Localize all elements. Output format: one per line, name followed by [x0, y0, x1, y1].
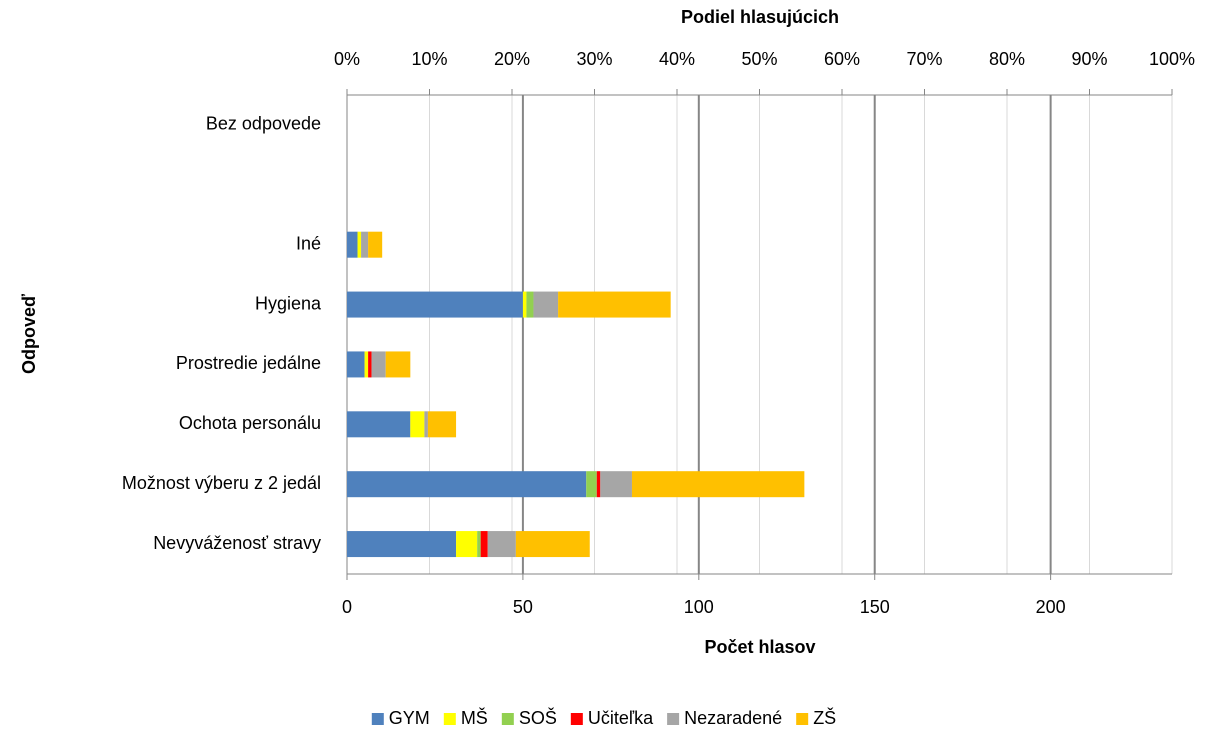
y-tick-label: Hygiena: [255, 293, 322, 313]
legend-label: GYM: [389, 708, 430, 728]
bar-segment: [480, 531, 488, 558]
x2-tick-label: 0%: [334, 49, 360, 69]
bar-segment: [477, 531, 481, 558]
bar-segment: [347, 231, 358, 258]
x-tick-label: 50: [513, 597, 533, 617]
x2-tick-label: 60%: [824, 49, 860, 69]
x2-tick-label: 80%: [989, 49, 1025, 69]
y-tick-label: Ochota personálu: [179, 413, 321, 433]
bar-segment: [533, 291, 559, 318]
bar-segment: [515, 531, 590, 558]
bar-segment: [526, 291, 534, 318]
bar-segment: [385, 351, 411, 378]
bar-segment: [410, 411, 425, 438]
y-tick-label: Možnost výberu z 2 jedál: [122, 473, 321, 493]
x-tick-label: 0: [342, 597, 352, 617]
bar-segment: [347, 291, 523, 318]
x-tick-label: 200: [1036, 597, 1066, 617]
y-tick-label: Bez odpovede: [206, 114, 321, 134]
x-tick-label: 150: [860, 597, 890, 617]
legend-swatch: [501, 713, 514, 725]
bar-segment: [368, 351, 372, 378]
bar-segment: [357, 231, 362, 258]
bar-segment: [347, 471, 587, 498]
legend-swatch: [371, 713, 384, 725]
bar-segment: [558, 291, 671, 318]
bar-segment: [487, 531, 516, 558]
y-tick-label: Prostredie jedálne: [176, 353, 321, 373]
bar-segment: [364, 351, 369, 378]
bar-segment: [424, 411, 428, 438]
legend-swatch: [443, 713, 456, 725]
bar-segment: [347, 531, 457, 558]
y-tick-label: Iné: [296, 233, 321, 253]
x2-tick-label: 40%: [659, 49, 695, 69]
legend-swatch: [667, 713, 680, 725]
legend-label: ZŠ: [813, 707, 836, 728]
bar-segment: [600, 471, 632, 498]
x2-tick-label: 50%: [741, 49, 777, 69]
legend-label: MŠ: [461, 707, 488, 728]
legend-swatch: [570, 713, 583, 725]
x2-tick-label: 10%: [411, 49, 447, 69]
x-axis-title: Počet hlasov: [704, 637, 815, 657]
y-tick-label: Nevyváženosť stravy: [153, 533, 321, 553]
bar-segment: [347, 351, 365, 378]
x2-tick-label: 90%: [1071, 49, 1107, 69]
bar-segment: [456, 531, 478, 558]
legend-swatch: [796, 713, 809, 725]
x-tick-label: 100: [684, 597, 714, 617]
bar-segment: [631, 471, 805, 498]
x2-axis-title: Podiel hlasujúcich: [681, 7, 839, 27]
legend-label: Učiteľka: [588, 708, 654, 728]
bar-segment: [586, 471, 597, 498]
x2-tick-label: 20%: [494, 49, 530, 69]
bar-segment: [522, 291, 527, 318]
bar-segment: [596, 471, 601, 498]
x2-tick-label: 100%: [1149, 49, 1195, 69]
bar-segment: [361, 231, 369, 258]
bar-segment: [371, 351, 386, 378]
bar-segment: [347, 411, 411, 438]
legend-label: Nezaradené: [684, 708, 782, 728]
x2-tick-label: 70%: [906, 49, 942, 69]
x2-tick-label: 30%: [576, 49, 612, 69]
legend-label: SOŠ: [519, 707, 557, 728]
bar-segment: [368, 231, 383, 258]
y-axis-title: Odpoveď: [19, 294, 39, 374]
bar-segment: [427, 411, 457, 438]
